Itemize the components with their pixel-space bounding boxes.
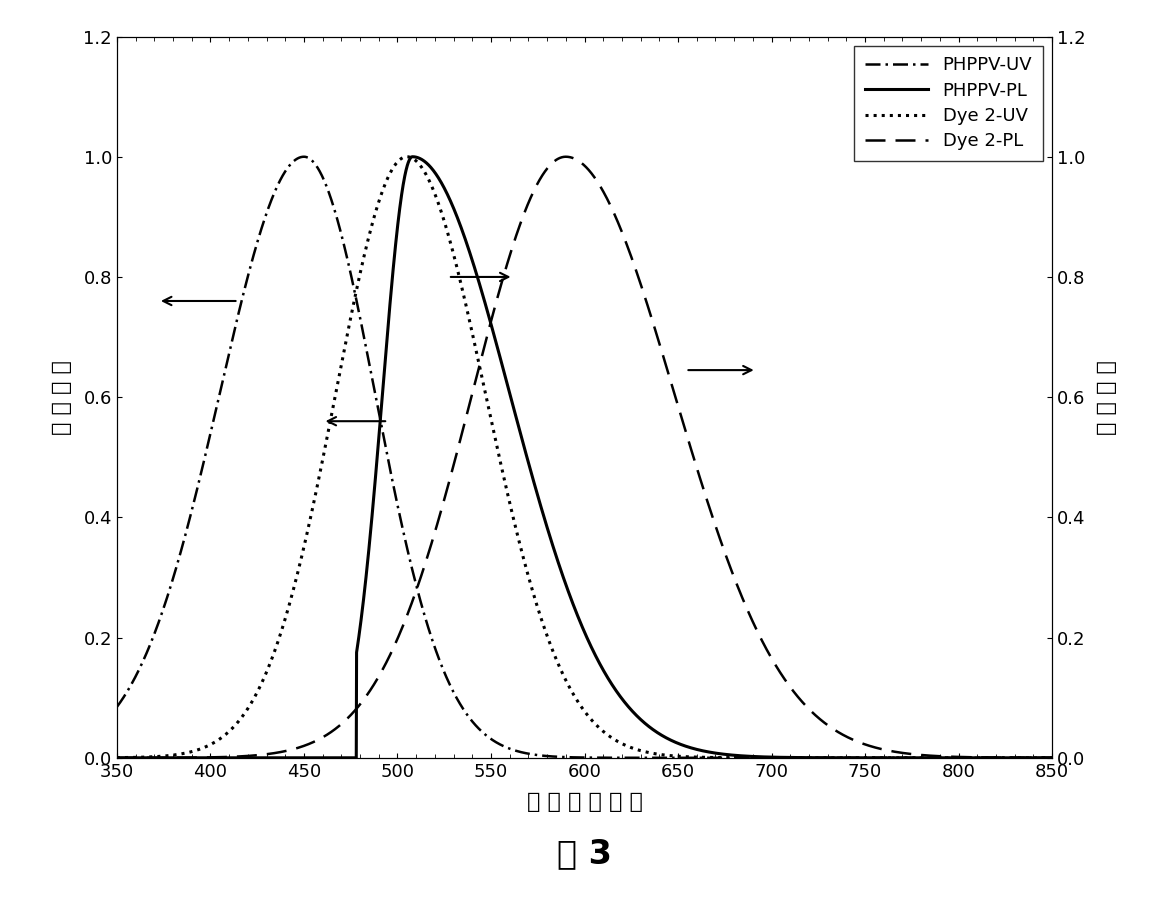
PHPPV-PL <box>406 152 420 163</box>
Dye 2-UV <box>472 360 486 371</box>
Dye 2-PL <box>472 362 486 373</box>
Dye 2-UV <box>400 152 414 163</box>
Dye 2-PL <box>110 752 124 763</box>
Y-axis label: 荧 光 强 度: 荧 光 强 度 <box>1097 360 1116 435</box>
Dye 2-PL <box>217 751 231 762</box>
PHPPV-PL <box>274 752 288 763</box>
PHPPV-PL <box>217 752 231 763</box>
PHPPV-PL <box>472 278 486 289</box>
Dye 2-UV <box>934 752 948 763</box>
Line: PHPPV-UV: PHPPV-UV <box>117 157 1061 758</box>
PHPPV-UV <box>274 173 288 184</box>
X-axis label: 波 长 （ 纳 米 ）: 波 长 （ 纳 米 ） <box>526 792 643 812</box>
Dye 2-PL <box>934 750 948 761</box>
Dye 2-UV <box>274 628 288 639</box>
Line: PHPPV-PL: PHPPV-PL <box>117 157 1061 758</box>
PHPPV-PL <box>1036 752 1050 763</box>
Dye 2-UV <box>513 540 527 551</box>
PHPPV-UV <box>217 367 231 378</box>
Dye 2-PL <box>1036 752 1050 763</box>
Dye 2-PL <box>559 152 573 163</box>
PHPPV-UV <box>513 747 527 758</box>
PHPPV-UV <box>934 752 948 763</box>
Dye 2-UV <box>1036 752 1050 763</box>
Text: 图 3: 图 3 <box>558 837 611 870</box>
PHPPV-UV <box>472 724 486 735</box>
Dye 2-UV <box>110 752 124 763</box>
Dye 2-UV <box>217 729 231 740</box>
Line: Dye 2-UV: Dye 2-UV <box>117 157 1061 758</box>
PHPPV-UV <box>297 152 311 163</box>
PHPPV-PL <box>1054 752 1068 763</box>
Line: Dye 2-PL: Dye 2-PL <box>117 157 1061 758</box>
Legend: PHPPV-UV, PHPPV-PL, Dye 2-UV, Dye 2-PL: PHPPV-UV, PHPPV-PL, Dye 2-UV, Dye 2-PL <box>855 46 1043 161</box>
Y-axis label: 吸 收 强 度: 吸 收 强 度 <box>53 360 72 435</box>
Dye 2-UV <box>1054 752 1068 763</box>
Dye 2-PL <box>1054 752 1068 763</box>
PHPPV-UV <box>1054 752 1068 763</box>
Dye 2-PL <box>274 747 288 758</box>
PHPPV-PL <box>513 427 527 438</box>
PHPPV-UV <box>110 701 124 712</box>
Dye 2-PL <box>513 219 527 230</box>
PHPPV-UV <box>1036 752 1050 763</box>
PHPPV-PL <box>110 752 124 763</box>
PHPPV-PL <box>934 752 948 763</box>
